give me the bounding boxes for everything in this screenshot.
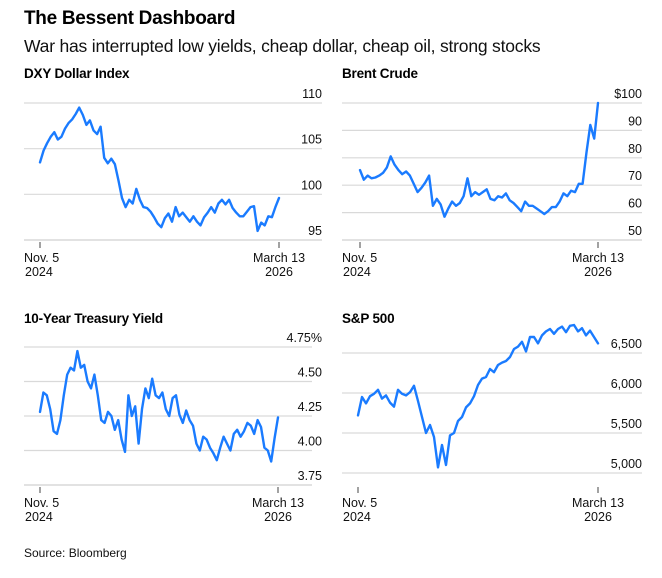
y-tick-label: 4.50 (298, 366, 322, 380)
y-tick-label: 6,500 (611, 337, 642, 351)
x-tick-label: 2026 (584, 265, 612, 279)
x-tick-label: Nov. 5 (342, 251, 377, 265)
y-tick-label: 4.00 (298, 435, 322, 449)
y-tick-label: 6,000 (611, 377, 642, 391)
chart-panel-sp500: S&P 500 6,500 6,000 5,500 5,000 Nov. 5 2024 Ma… (342, 311, 644, 536)
y-tick-label: 3.75 (298, 469, 322, 483)
y-tick-label: 4.25 (298, 400, 322, 414)
x-tick-label: 2024 (25, 510, 53, 524)
y-tick-label: 95 (308, 224, 322, 238)
x-tick-label: 2026 (584, 510, 612, 524)
chart-panel-dxy: DXY Dollar Index 110 105 100 95 Nov. 5 2024 Ma… (24, 66, 324, 286)
y-tick-label: 4.75% (287, 331, 322, 345)
x-tick-label: 2024 (343, 265, 371, 279)
x-tick-label: 2026 (265, 265, 293, 279)
y-tick-label: 5,500 (611, 417, 642, 431)
series-line-treasury (38, 349, 280, 463)
x-tick-label: 2026 (264, 510, 292, 524)
chart-panel-treasury: 10-Year Treasury Yield 4.75% 4.50 4.25 4.00… (24, 311, 324, 536)
x-tick-label: March 13 (572, 251, 624, 265)
y-tick-label: 70 (628, 169, 642, 183)
x-tick-label: Nov. 5 (342, 496, 377, 510)
series-line-dxy (38, 106, 281, 233)
series-line-sp500 (356, 323, 600, 469)
y-tick-label: 50 (628, 224, 642, 238)
source-note: Source: Bloomberg (24, 546, 127, 560)
y-tick-label: 5,000 (611, 457, 642, 471)
chart-panel-brent: Brent Crude $100 90 80 70 60 50 Nov. 5 2024 Marc… (342, 66, 644, 286)
series-line-brent (358, 101, 600, 218)
x-tick-label: March 13 (572, 496, 624, 510)
y-tick-label: 110 (302, 87, 322, 101)
y-tick-label: 100 (301, 178, 322, 192)
dashboard-title: The Bessent Dashboard (24, 8, 236, 29)
x-tick-label: Nov. 5 (24, 496, 59, 510)
chart-title-treasury: 10-Year Treasury Yield (24, 311, 163, 326)
y-tick-label: $100 (614, 87, 642, 101)
chart-title-sp500: S&P 500 (342, 311, 395, 326)
y-tick-label: 80 (628, 142, 642, 156)
chart-title-brent: Brent Crude (342, 66, 418, 81)
x-tick-label: Nov. 5 (24, 251, 59, 265)
y-tick-label: 90 (628, 114, 642, 128)
x-tick-label: March 13 (253, 251, 305, 265)
x-tick-label: 2024 (343, 510, 371, 524)
chart-title-dxy: DXY Dollar Index (24, 66, 130, 81)
y-tick-label: 60 (628, 197, 642, 211)
dashboard-subtitle: War has interrupted low yields, cheap do… (24, 36, 541, 56)
x-tick-label: 2024 (25, 265, 53, 279)
x-tick-label: March 13 (252, 496, 304, 510)
y-tick-label: 105 (301, 133, 322, 147)
